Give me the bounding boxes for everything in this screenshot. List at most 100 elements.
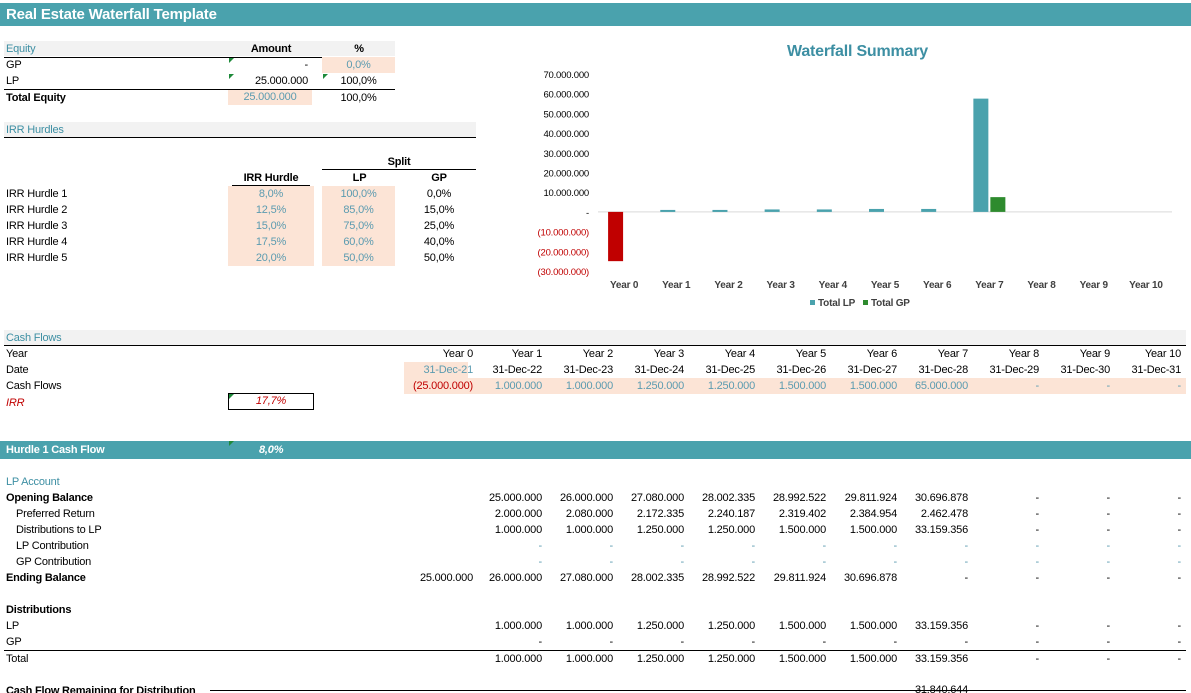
distribution-cell: 1.500.000 [849,653,897,665]
irr-output-cell[interactable]: 17,7% [228,393,314,410]
lp-account-cell: - [822,540,827,552]
lp-account-cell: - [1035,492,1040,504]
lp-account-cell: 2.240.187 [707,508,755,520]
irr-hurdle-input[interactable]: 12,5% [228,202,314,218]
chart-bar-lp [608,211,624,262]
cashflows-dates-band [404,362,468,378]
distribution-cell: 1.250.000 [707,653,755,665]
lp-account-cell: - [1035,524,1040,536]
chart-bar-lp [712,209,728,212]
distribution-cell: - [609,636,614,648]
chart-ytick-label: (20.000.000) [538,247,590,258]
cf-value-input[interactable]: (25.000.000) [413,380,473,392]
cf-date: 31-Dec-27 [847,364,897,376]
irr-row-label: IRR Hurdle 4 [6,236,68,248]
distribution-cell: 1.250.000 [707,620,755,632]
lp-account-cell: 29.811.924 [844,492,897,504]
irr-hurdle-input[interactable]: 15,0% [228,218,314,234]
lp-account-cell: 28.002.335 [630,572,684,584]
cashflows-values-band [404,378,1186,394]
cf-value-input[interactable]: 1.000.000 [565,380,613,392]
cf-date: 31-Dec-22 [492,364,542,376]
irr-row-label: IRR Hurdle 2 [6,204,68,216]
distribution-cell: - [1106,636,1111,648]
equity-row-gp-label: GP [6,59,22,71]
cf-date: 31-Dec-24 [634,364,684,376]
cf-value-input[interactable]: 1.250.000 [707,380,755,392]
cf-value-input[interactable]: 1.500.000 [849,380,897,392]
legend-swatch-lp [810,300,815,305]
distributions-label: Distributions [6,604,72,616]
chart-ytick-label: 10.000.000 [543,188,589,199]
chart-xtick-label: Year 10 [1129,280,1163,291]
cf-value-input[interactable]: 1.250.000 [636,380,684,392]
irr-lp-split-input[interactable]: 50,0% [322,250,395,266]
cf-year-header: Year 9 [1079,348,1110,360]
lp-account-cell: - [538,556,543,568]
lp-account-cell: - [1177,508,1182,520]
chart-bar-lp [921,208,937,212]
irr-lp-split-input[interactable]: 75,0% [322,218,395,234]
cf-year-header: Year 3 [653,348,684,360]
lp-account-cell: 2.384.954 [849,508,897,520]
distribution-cell: 1.000.000 [494,620,542,632]
lp-account-cell: - [1177,492,1182,504]
irr-gp-split: 50,0% [423,252,455,264]
cf-value-input[interactable]: 65.000.000 [914,380,968,392]
cf-value-input[interactable]: - [1106,380,1111,392]
cf-value-input[interactable]: - [1177,380,1182,392]
irr-col-lp: LP [352,172,367,184]
distribution-cell: 1.250.000 [636,620,684,632]
irr-lp-split-input[interactable]: 60,0% [322,234,395,250]
comment-marker-icon [229,441,234,446]
irr-hurdle-input[interactable]: 8,0% [228,186,314,202]
distribution-cell: - [538,636,543,648]
lp-account-cell: - [964,556,969,568]
lp-account-cell: 2.000.000 [494,508,542,520]
cf-value-input[interactable]: 1.500.000 [778,380,826,392]
cf-value-input[interactable]: - [1035,380,1040,392]
chart-bar-lp [869,208,884,212]
lp-account-cell: - [1035,508,1040,520]
cf-date: 31-Dec-23 [563,364,613,376]
irr-gp-split: 0,0% [426,188,452,200]
lp-account-cell: - [964,572,969,584]
lp-account-cell: 1.500.000 [778,524,826,536]
distribution-cell: 1.500.000 [849,620,897,632]
distribution-cell: 1.250.000 [636,653,684,665]
irr-row-label: IRR Hurdle 1 [6,188,68,200]
irr-hurdle-input[interactable]: 17,5% [228,234,314,250]
cf-year-header: Year 0 [442,348,473,360]
distribution-cell: - [893,636,898,648]
irr-lp-split-input[interactable]: 85,0% [322,202,395,218]
equity-row-gp-pct[interactable]: 0,0% [322,57,395,73]
cf-value-input[interactable]: 1.000.000 [494,380,542,392]
cf-date: 31-Dec-25 [705,364,755,376]
hurdle1-header: Hurdle 1 Cash Flow [6,444,105,456]
equity-row-gp-amount[interactable]: - [304,59,309,71]
legend-label-lp: Total LP [818,298,856,309]
lp-account-cell: - [609,556,614,568]
lp-account-cell: 26.000.000 [488,572,542,584]
irr-hurdle-input[interactable]: 20,0% [228,250,314,266]
lp-account-row-label: Distributions to LP [16,524,102,536]
chart-xtick-label: Year 9 [1080,280,1109,291]
equity-row-lp-amount[interactable]: 25.000.000 [254,75,308,87]
cf-year-header: Year 5 [795,348,826,360]
equity-col-pct: % [354,43,364,55]
irr-lp-split-input[interactable]: 100,0% [322,186,395,202]
irr-col-line [232,185,310,186]
chart-xtick-label: Year 7 [975,280,1004,291]
lp-account-cell: - [1106,556,1111,568]
cf-date: 31-Dec-29 [989,364,1039,376]
cashflows-row-date-label: Date [6,364,29,376]
distribution-cell: - [680,636,685,648]
chart-ytick-label: (10.000.000) [538,228,590,239]
cashflows-header-band [4,330,1186,345]
lp-account-cell: - [893,556,898,568]
chart-title: Waterfall Summary [787,43,928,60]
lp-account-row-label: LP Contribution [16,540,89,552]
lp-account-cell: - [1177,556,1182,568]
chart-xtick-label: Year 5 [871,280,900,291]
lp-account-cell: - [751,556,756,568]
